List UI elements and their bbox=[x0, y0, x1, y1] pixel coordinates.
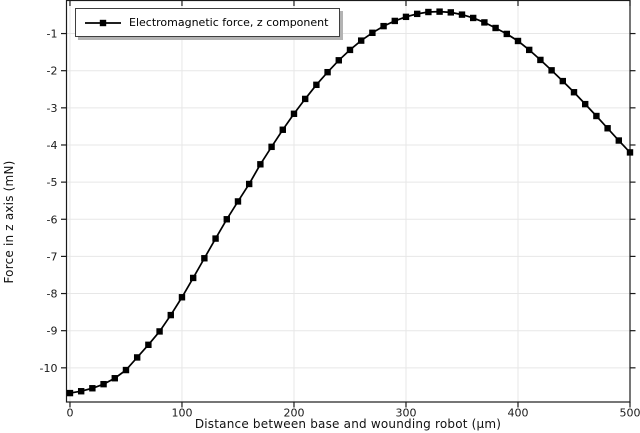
data-point-marker bbox=[335, 57, 342, 64]
data-point-marker bbox=[145, 341, 152, 349]
y-tick-label: -6 bbox=[47, 213, 58, 226]
data-point-marker bbox=[492, 24, 499, 32]
data-point-marker bbox=[357, 37, 365, 44]
data-point-marker bbox=[380, 22, 387, 30]
y-tick-label: -9 bbox=[47, 325, 58, 338]
legend-label: Electromagnetic force, z component bbox=[129, 16, 329, 29]
data-point-marker bbox=[458, 11, 466, 18]
data-point-marker bbox=[301, 95, 309, 103]
data-point-marker bbox=[100, 380, 107, 388]
data-point-marker bbox=[223, 216, 230, 223]
legend-square-marker bbox=[99, 19, 107, 26]
data-point-marker bbox=[503, 30, 510, 38]
data-point-marker bbox=[268, 143, 275, 151]
data-point-marker bbox=[111, 375, 118, 382]
legend: Electromagnetic force, z component bbox=[75, 8, 341, 37]
data-point-marker bbox=[346, 46, 354, 54]
data-point-marker bbox=[559, 77, 566, 85]
data-point-marker bbox=[212, 235, 219, 242]
y-tick-label: -8 bbox=[47, 288, 58, 301]
y-tick-label: -3 bbox=[47, 102, 58, 115]
data-point-marker bbox=[156, 328, 163, 335]
data-point-marker bbox=[447, 9, 454, 16]
data-point-marker bbox=[189, 274, 197, 282]
data-point-marker bbox=[77, 388, 85, 395]
y-tick-label: -1 bbox=[47, 28, 58, 41]
data-point-marker bbox=[593, 112, 600, 120]
x-tick-label: 500 bbox=[620, 407, 640, 420]
x-tick-label: 100 bbox=[171, 407, 192, 420]
y-tick-label: -10 bbox=[40, 362, 58, 375]
y-tick-label: -4 bbox=[47, 139, 58, 152]
data-point-marker bbox=[514, 37, 522, 45]
data-point-marker bbox=[178, 294, 186, 301]
y-tick-label: -2 bbox=[47, 65, 58, 78]
data-point-marker bbox=[425, 8, 432, 16]
data-point-marker bbox=[369, 29, 376, 37]
data-point-marker bbox=[615, 137, 622, 144]
data-point-marker bbox=[604, 125, 611, 132]
x-tick-label: 200 bbox=[283, 407, 304, 420]
data-point-marker bbox=[413, 10, 421, 18]
data-point-marker bbox=[66, 389, 74, 397]
data-point-marker bbox=[548, 67, 555, 74]
data-point-marker bbox=[234, 198, 242, 205]
data-point-marker bbox=[391, 17, 398, 25]
data-series-line bbox=[69, 10, 631, 394]
data-point-marker bbox=[537, 56, 544, 64]
data-point-marker bbox=[122, 366, 130, 374]
data-point-marker bbox=[402, 13, 410, 21]
data-point-marker bbox=[626, 149, 634, 156]
data-point-marker bbox=[436, 8, 443, 15]
x-tick-label: 400 bbox=[507, 407, 528, 420]
legend-marker-icon bbox=[85, 19, 121, 26]
data-point-marker bbox=[201, 255, 208, 262]
data-point-marker bbox=[167, 311, 174, 319]
data-point-marker bbox=[570, 89, 578, 96]
data-point-marker bbox=[324, 68, 331, 76]
data-point-marker bbox=[469, 14, 477, 22]
data-point-marker bbox=[133, 354, 141, 361]
data-point-marker bbox=[481, 19, 488, 26]
data-point-marker bbox=[313, 81, 320, 89]
y-tick-label: -5 bbox=[47, 176, 58, 189]
data-point-marker bbox=[525, 46, 533, 54]
x-tick-label: 300 bbox=[395, 407, 416, 420]
data-point-marker bbox=[245, 180, 253, 188]
data-point-marker bbox=[290, 110, 298, 117]
data-point-marker bbox=[581, 100, 589, 108]
plot-border bbox=[65, 0, 631, 403]
data-point-marker bbox=[257, 161, 264, 168]
x-axis-title: Distance between base and wounding robot… bbox=[194, 417, 502, 431]
y-tick-label: -7 bbox=[47, 250, 58, 263]
data-point-marker bbox=[89, 385, 96, 392]
data-point-marker bbox=[279, 126, 286, 133]
x-tick-label: 0 bbox=[66, 407, 73, 420]
y-axis-title: Force in z axis (mN) bbox=[2, 160, 16, 284]
